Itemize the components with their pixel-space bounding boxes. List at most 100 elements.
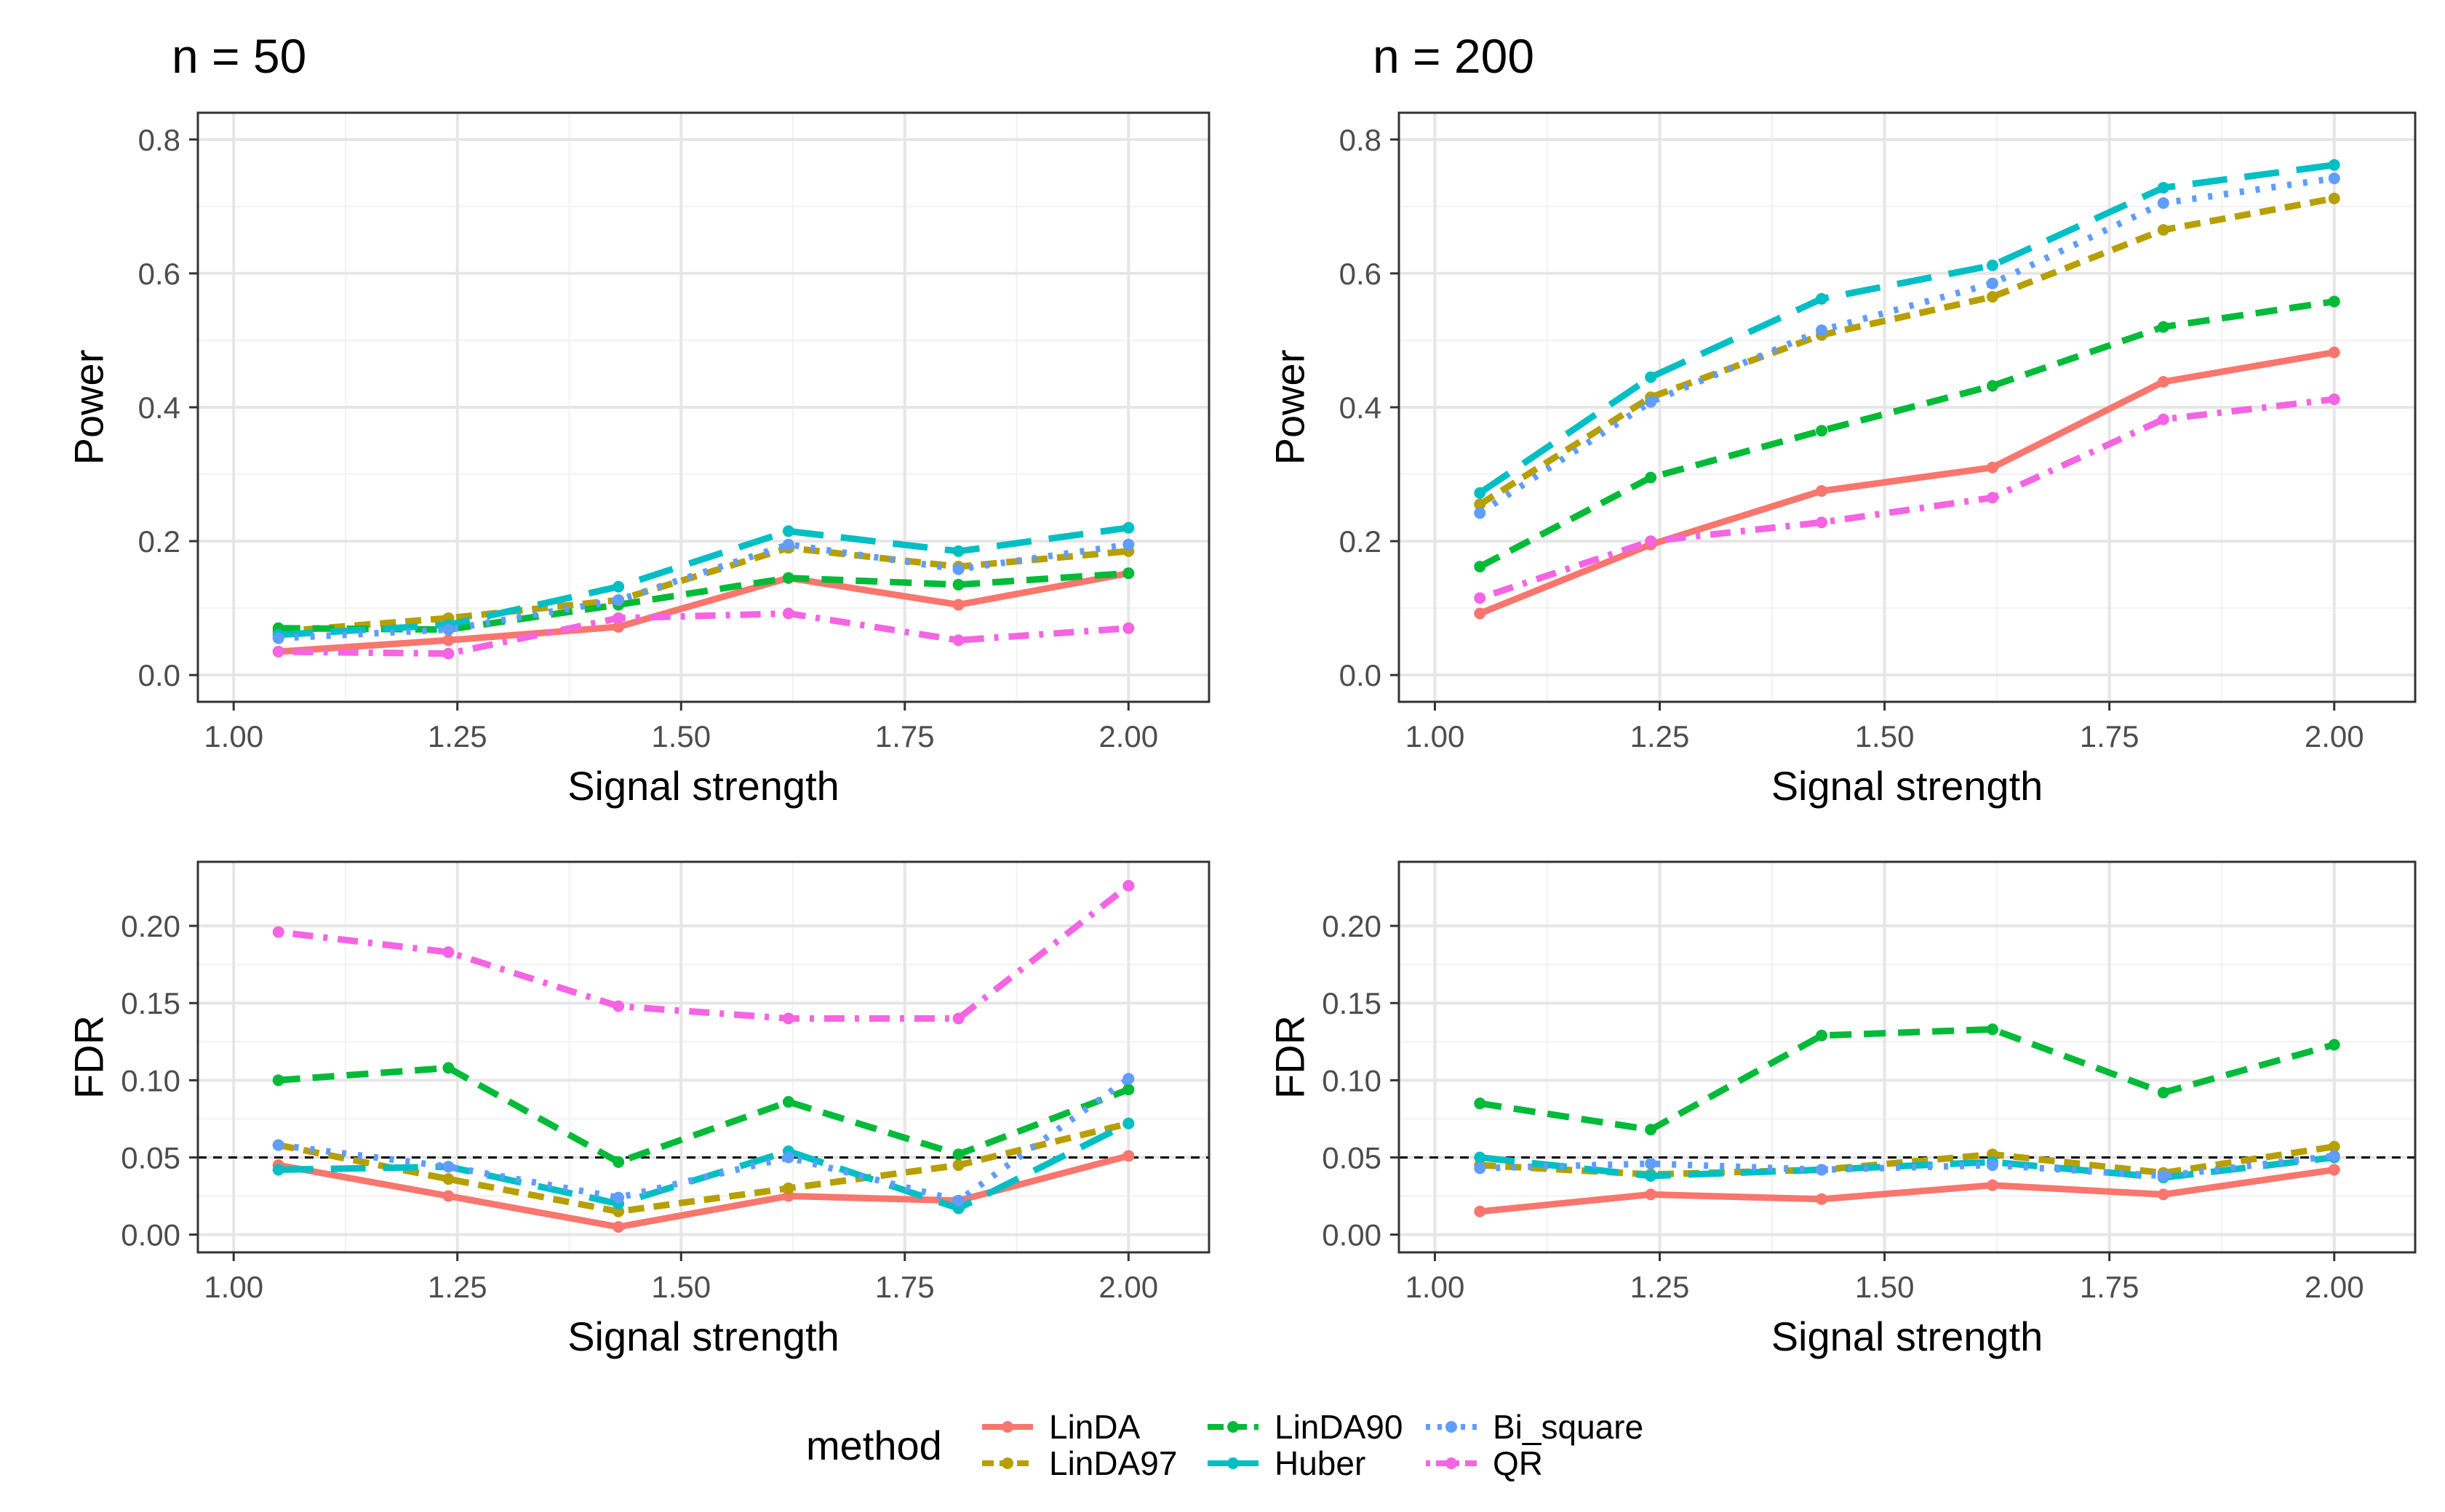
x-tick-label: 1.00 [1405, 1270, 1465, 1304]
x-axis-label: Signal strength [567, 763, 839, 809]
y-tick-label: 0.00 [1322, 1218, 1381, 1252]
data-point-qr [272, 645, 284, 657]
data-point-linda [1474, 1205, 1486, 1217]
data-point-qr [1645, 535, 1657, 548]
data-point-linda90 [2328, 295, 2340, 308]
data-point-bi-square [2157, 197, 2169, 209]
data-point-huber [1645, 371, 1657, 383]
data-point-bi-square [613, 1191, 625, 1204]
data-point-linda90 [782, 1096, 794, 1108]
data-point-bi-square [1474, 507, 1486, 519]
data-point-qr [1986, 492, 1998, 504]
data-point-qr [782, 607, 794, 620]
x-tick-label: 1.75 [2080, 719, 2139, 753]
ticks [189, 924, 1130, 1261]
legend-label: LinDA90 [1275, 1408, 1403, 1446]
y-tick-label: 0.2 [138, 524, 180, 559]
series-bi-square [272, 538, 1135, 644]
data-point-linda97 [2328, 1140, 2340, 1153]
data-point-qr [272, 926, 284, 938]
series-linda [1474, 1164, 2340, 1217]
series-line-linda90 [278, 1064, 1130, 1166]
y-axis-label: FDR [1267, 1015, 1313, 1099]
y-tick-label: 0.15 [1322, 986, 1381, 1020]
data-point-linda97 [2328, 192, 2340, 204]
series-line-linda97 [277, 1120, 1130, 1215]
data-point-linda90 [442, 1062, 455, 1074]
y-tick-label: 0.05 [1322, 1140, 1381, 1175]
data-point-linda97 [1986, 291, 1998, 303]
series-line-qr [278, 610, 1129, 657]
data-point-huber [1122, 521, 1135, 534]
data-point-linda [2328, 1164, 2340, 1176]
data-point-bi-square [1816, 1164, 1828, 1176]
panel-1: 1.00 1.25 1.50 1.75 2.00 0.0 0.2 0.4 0.6 0.8 Signa… [66, 29, 1210, 809]
x-tick-label: 2.00 [1098, 719, 1158, 753]
data-point-linda [1986, 461, 1998, 473]
y-tick-label: 0.20 [1322, 909, 1381, 943]
data-point-linda97 [782, 1182, 794, 1194]
data-point-bi-square [613, 594, 625, 607]
data-point-bi-square [2328, 172, 2340, 185]
panel-title: n = 50 [172, 29, 306, 83]
data-point-qr [782, 1012, 794, 1025]
data-point-linda [1122, 1150, 1135, 1162]
data-point-bi-square [1122, 538, 1135, 551]
data-point-linda90 [1474, 1097, 1486, 1110]
series-line-qr [1478, 396, 2335, 601]
data-point-qr [1122, 879, 1135, 892]
legend-title: method [806, 1423, 942, 1468]
legend-label: LinDA97 [1049, 1444, 1177, 1482]
y-tick-label: 0.20 [121, 909, 180, 943]
data-point-huber [1986, 259, 1998, 271]
data-point-bi-square [1645, 396, 1657, 408]
x-tick-label: 1.00 [1405, 719, 1465, 753]
legend-label: Bi_square [1493, 1408, 1643, 1446]
legend-entry-linda: LinDA [982, 1408, 1141, 1446]
series-linda90 [272, 1062, 1135, 1168]
data-point-linda [952, 599, 965, 611]
y-tick-label: 0.05 [121, 1140, 180, 1175]
data-point-linda97 [1474, 498, 1486, 511]
series-bi-square [272, 1073, 1135, 1207]
y-tick-label: 0.10 [121, 1063, 180, 1097]
series-line-linda97 [1480, 1143, 2335, 1178]
y-tick-label: 0.0 [138, 658, 180, 692]
y-tick-label: 0.8 [138, 123, 180, 157]
series-line-bi-square [278, 541, 1129, 642]
data-point-linda90 [2328, 1039, 2340, 1051]
data-point-qr [1474, 592, 1486, 604]
panel-3: 1.00 1.25 1.50 1.75 2.00 0.00 0.05 0.10 0.15 0.20… [66, 860, 1210, 1359]
panels: 1.00 1.25 1.50 1.75 2.00 0.0 0.2 0.4 0.6 0.8 Signa… [66, 29, 2417, 1359]
data-point-linda90 [1122, 567, 1135, 580]
data-point-qr [2328, 393, 2340, 405]
data-point-linda [442, 1190, 455, 1202]
data-point-bi-square [442, 623, 455, 636]
x-tick-label: 1.25 [1630, 1270, 1690, 1304]
data-point-qr [613, 1000, 625, 1012]
data-point-huber [952, 545, 965, 557]
data-point-bi-square [1645, 1157, 1657, 1169]
data-point-qr [952, 634, 965, 647]
data-point-linda90 [1986, 380, 1998, 392]
data-point-bi-square [1816, 324, 1828, 337]
data-point-bi-square [1122, 1073, 1135, 1085]
series-linda [1474, 346, 2340, 620]
y-axis-label: Power [1267, 350, 1313, 465]
y-tick-label: 0.8 [1339, 123, 1381, 157]
data-point-linda90 [1645, 471, 1657, 484]
data-point-bi-square [1986, 1159, 1998, 1172]
data-point-huber [1474, 487, 1486, 499]
ticks [1390, 924, 2336, 1261]
y-axis-label: FDR [66, 1015, 112, 1099]
data-point-qr [2157, 413, 2169, 425]
data-point-huber [2328, 159, 2340, 171]
legend-entry-linda97: LinDA97 [982, 1444, 1177, 1482]
series-huber [272, 521, 1135, 641]
data-point-linda [1816, 485, 1828, 497]
y-tick-label: 0.0 [1339, 658, 1381, 692]
series-linda90 [1474, 295, 2340, 573]
panel-title: n = 200 [1373, 29, 1534, 83]
x-tick-label: 1.50 [1855, 719, 1915, 753]
data-point-linda97 [952, 1159, 965, 1172]
